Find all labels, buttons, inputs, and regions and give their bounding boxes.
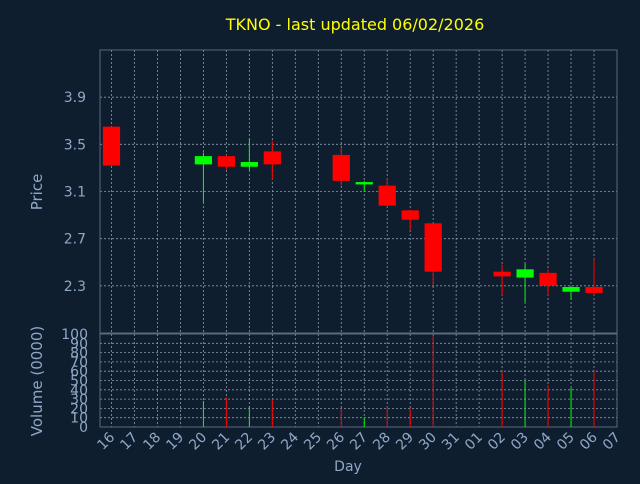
x-tick-label: 23	[255, 430, 279, 454]
candle	[194, 152, 213, 203]
chart-title: TKNO - last updated 06/02/2026	[225, 15, 485, 34]
x-tick-label: 16	[94, 429, 118, 453]
price-tick-label: 3.5	[64, 137, 86, 153]
x-tick-label: 26	[324, 429, 348, 453]
x-tick-label: 20	[186, 430, 210, 454]
volume-bars	[202, 335, 595, 427]
x-tick-label: 28	[370, 430, 394, 454]
candle-body	[332, 154, 350, 181]
volume-tick-label: 20	[70, 401, 88, 417]
volume-panel	[99, 333, 618, 428]
candle	[562, 285, 580, 300]
price-y-tick-labels: 2.3 2.7 3.1 3.5 3.9	[64, 90, 86, 295]
candle-body	[539, 272, 557, 286]
candle-body	[516, 269, 534, 278]
volume-tick-label: 50	[70, 374, 88, 390]
price-tick-label: 2.3	[64, 279, 86, 295]
candlesticks	[102, 126, 603, 303]
x-tick-label: 18	[140, 430, 164, 454]
candle	[217, 154, 235, 171]
volume-tick-label: 60	[70, 364, 88, 380]
candle-body	[562, 287, 580, 292]
candle	[401, 210, 419, 231]
candle	[263, 140, 281, 180]
volume-tick-label: 10	[70, 411, 88, 427]
x-tick-label: 01	[462, 430, 486, 454]
volume-tick-label: 90	[70, 336, 88, 352]
price-axis-label: Price	[28, 174, 46, 211]
x-tick-label: 04	[531, 429, 555, 453]
x-tick-label: 27	[347, 430, 371, 454]
candle-body	[493, 271, 511, 277]
price-tick-label: 2.7	[64, 232, 86, 248]
candle-body	[378, 185, 396, 206]
x-tick-label: 02	[485, 430, 509, 454]
volume-tick-label: 100	[61, 327, 88, 343]
volume-tick-label: 80	[70, 346, 88, 362]
x-tick-label: 24	[278, 429, 302, 453]
x-tick-label: 22	[232, 430, 256, 454]
x-tick-label: 03	[508, 430, 532, 454]
price-gridlines	[100, 50, 618, 333]
candle-body	[263, 151, 281, 165]
x-tick-label: 29	[393, 430, 417, 454]
volume-gridlines	[100, 333, 618, 428]
candle	[332, 147, 350, 186]
candle-body	[424, 223, 442, 272]
price-tick-label: 3.1	[64, 185, 86, 201]
x-tick-label: 05	[554, 430, 578, 454]
candle	[539, 269, 557, 296]
candle	[378, 178, 396, 207]
price-panel	[99, 49, 618, 334]
volume-tick-label: 0	[79, 420, 88, 436]
volume-tick-label: 40	[70, 383, 88, 399]
candle-body	[240, 162, 258, 167]
x-axis-label: Day	[334, 459, 362, 475]
candle	[516, 263, 534, 303]
candle-body	[355, 182, 373, 185]
candle-body	[102, 126, 121, 166]
candle	[493, 264, 511, 296]
x-tick-label: 17	[117, 430, 141, 454]
x-tick-label: 06	[577, 429, 601, 453]
candle	[585, 258, 603, 296]
x-tick-label: 21	[209, 430, 233, 454]
candle	[240, 138, 258, 171]
price-tick-label: 3.9	[64, 90, 86, 106]
volume-tick-label: 70	[70, 355, 88, 371]
candle-body	[585, 287, 603, 293]
volume-axis-label: Volume (0000)	[28, 326, 46, 436]
volume-tick-label: 30	[70, 392, 88, 408]
x-tick-label: 07	[600, 430, 624, 454]
candle-body	[194, 156, 213, 165]
x-tick-label: 25	[301, 430, 325, 454]
x-tick-label: 30	[416, 430, 440, 454]
x-tick-label: 31	[439, 430, 463, 454]
candle-body	[401, 210, 419, 220]
candle	[424, 223, 442, 286]
candle	[355, 180, 373, 192]
x-tick-label: 19	[163, 430, 187, 454]
x-tick-labels: 16 17 18 19 20 21 22 23 24 25 26 27 28 29 30 31 01 02 03 04…	[94, 429, 623, 453]
candle-body	[217, 156, 235, 167]
candle	[102, 126, 121, 166]
